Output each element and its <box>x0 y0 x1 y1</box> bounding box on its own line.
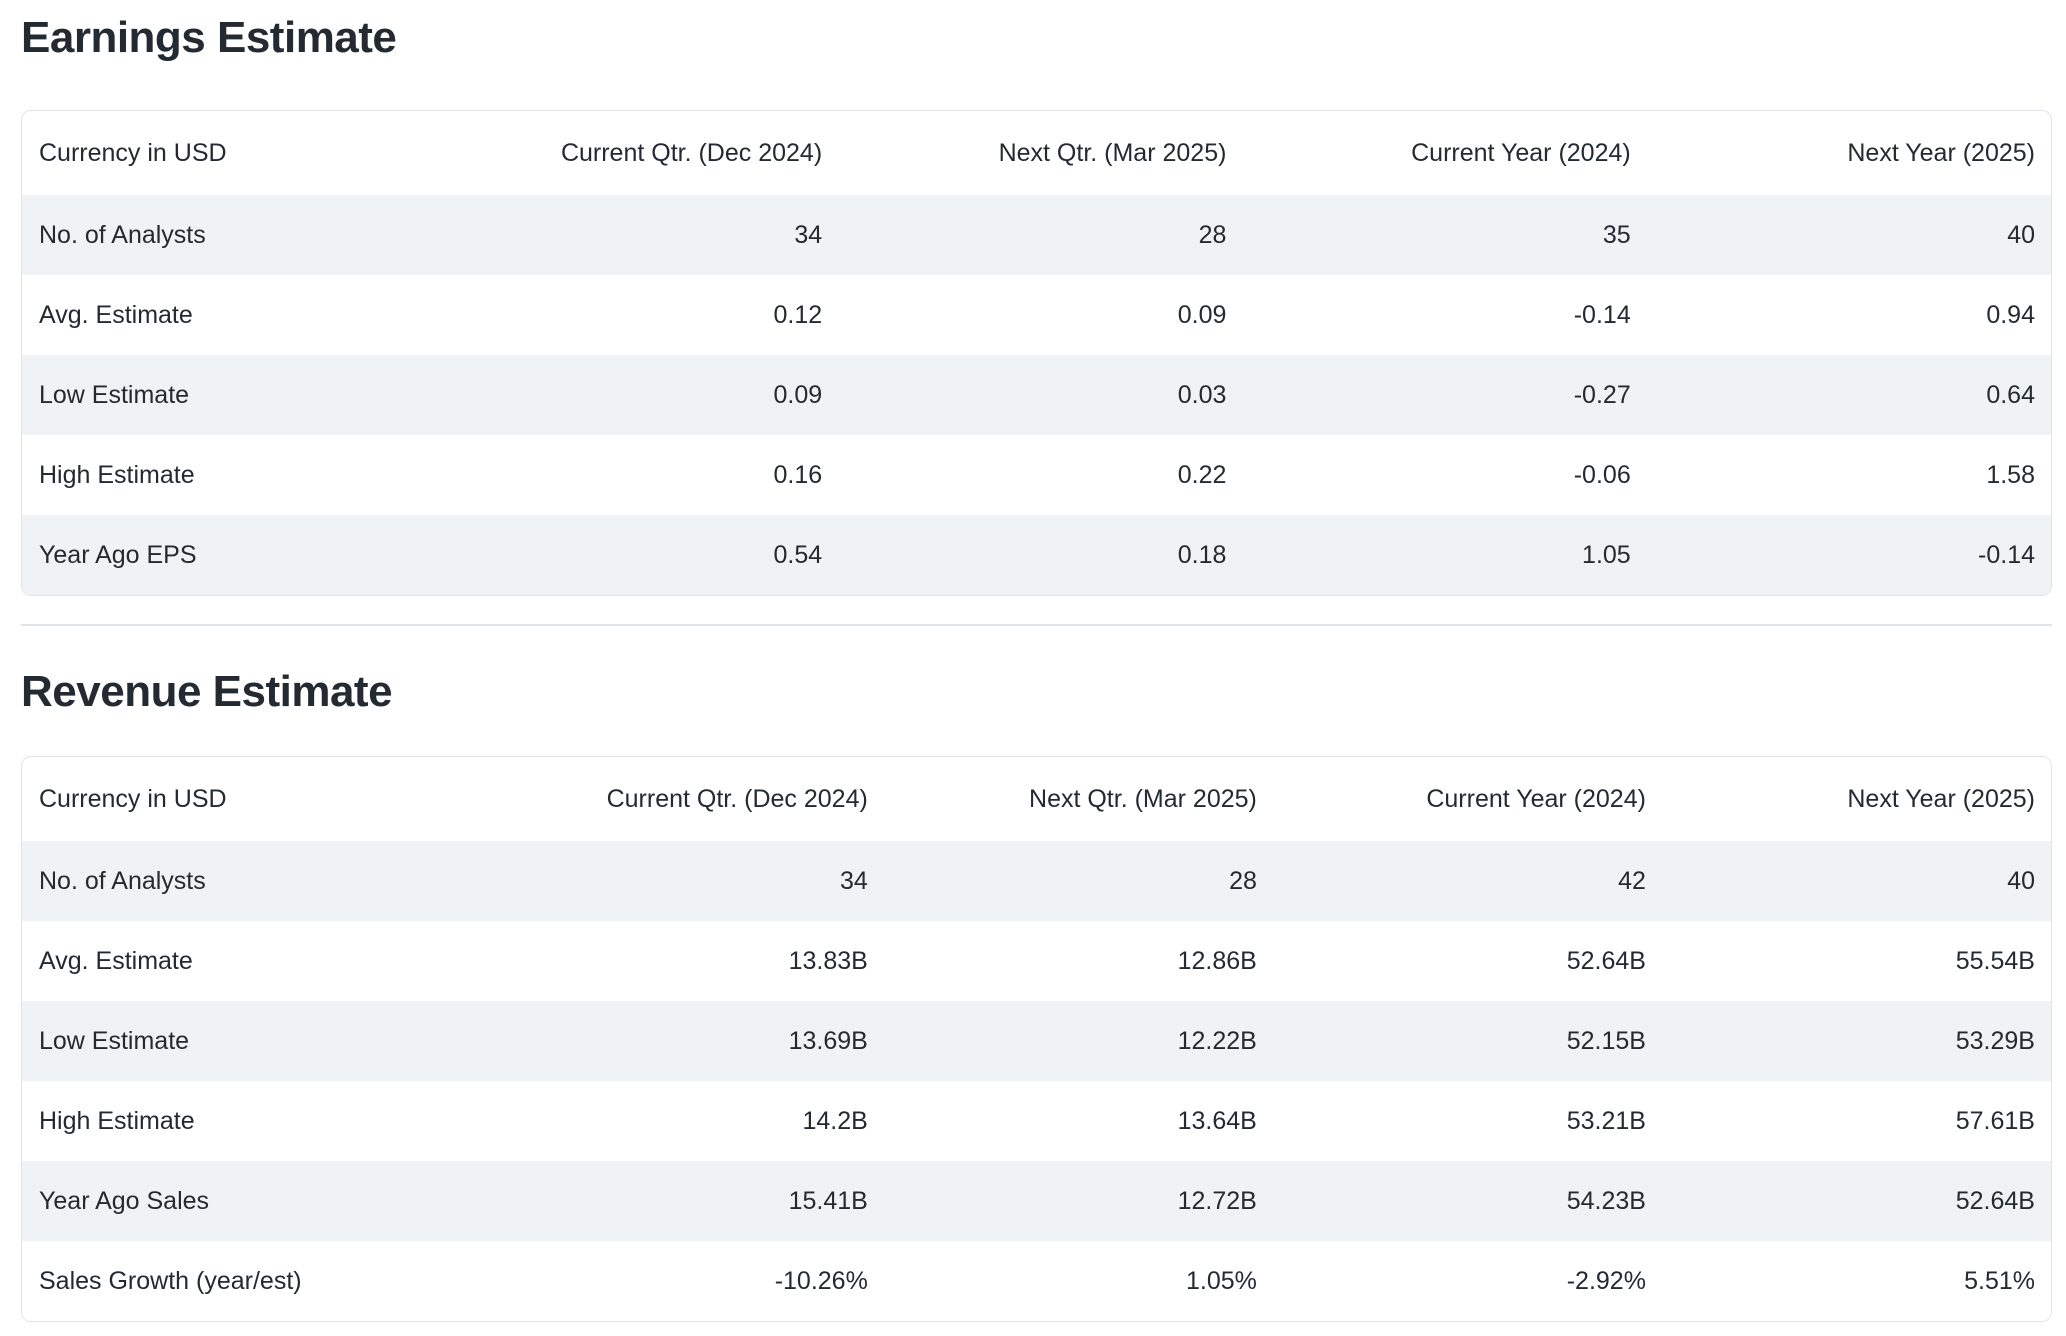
analyst-estimates-page: Earnings Estimate Currency in USD Current… <box>0 12 2066 1322</box>
cell-value: 40 <box>2007 220 2035 249</box>
cell-value: 13.69B <box>788 1026 868 1055</box>
table-row: Year Ago Sales 15.41B 12.72B 54.23B 52.64B <box>22 1161 2051 1241</box>
cell-value: 0.09 <box>773 380 823 409</box>
cell-value: 52.64B <box>1955 1186 2035 1215</box>
cell-value: 1.58 <box>1986 460 2035 489</box>
period-column-header: Next Year (2025) <box>1847 784 2035 813</box>
cell-value: 12.86B <box>1177 946 1257 975</box>
cell-value: 52.15B <box>1566 1026 1646 1055</box>
period-column-header: Next Qtr. (Mar 2025) <box>1029 784 1257 813</box>
table-row: Avg. Estimate 0.12 0.09 -0.14 0.94 <box>22 275 2051 355</box>
row-label: High Estimate <box>39 460 195 489</box>
table-row: Low Estimate 13.69B 12.22B 52.15B 53.29B <box>22 1001 2051 1081</box>
row-label: Year Ago EPS <box>39 540 197 569</box>
earnings-estimate-table: Currency in USD Current Qtr. (Dec 2024) Ne… <box>22 111 2051 595</box>
cell-value: 53.21B <box>1566 1106 1646 1135</box>
cell-value: 0.03 <box>1177 380 1227 409</box>
header-row: Currency in USD Current Qtr. (Dec 2024) Ne… <box>22 757 2051 841</box>
cell-value: 15.41B <box>788 1186 868 1215</box>
row-label: Low Estimate <box>39 380 190 409</box>
cell-value: 34 <box>794 220 823 249</box>
period-column-header: Next Qtr. (Mar 2025) <box>998 138 1227 167</box>
cell-value: 40 <box>2007 866 2035 895</box>
cell-value: 5.51% <box>1964 1266 2035 1295</box>
earnings-estimate-title: Earnings Estimate <box>21 13 397 62</box>
revenue-estimate-title: Revenue Estimate <box>21 667 393 716</box>
currency-header: Currency in USD <box>39 138 227 167</box>
row-label: High Estimate <box>39 1106 195 1135</box>
cell-value: 0.09 <box>1177 300 1227 329</box>
period-column-header: Next Year (2025) <box>1847 138 2035 167</box>
revenue-estimate-table: Currency in USD Current Qtr. (Dec 2024) Ne… <box>22 757 2051 1321</box>
header-row: Currency in USD Current Qtr. (Dec 2024) Ne… <box>22 111 2051 195</box>
row-label: Low Estimate <box>39 1026 190 1055</box>
cell-value: 0.12 <box>773 300 823 329</box>
cell-value: 0.94 <box>1986 300 2035 329</box>
row-label: No. of Analysts <box>39 220 206 249</box>
cell-value: 54.23B <box>1566 1186 1646 1215</box>
cell-value: -0.14 <box>1573 300 1631 329</box>
earnings-table-body: No. of Analysts 34 28 35 40 Avg. Estimate 0.12… <box>22 195 2051 595</box>
cell-value: -0.27 <box>1573 380 1631 409</box>
cell-value: -10.26% <box>774 1266 868 1295</box>
cell-value: 28 <box>1229 866 1257 895</box>
row-label: Avg. Estimate <box>39 946 193 975</box>
period-column-header: Current Qtr. (Dec 2024) <box>560 138 823 167</box>
cell-value: 34 <box>840 866 868 895</box>
table-row: High Estimate 14.2B 13.64B 53.21B 57.61B <box>22 1081 2051 1161</box>
section-divider <box>21 624 2052 626</box>
cell-value: 12.72B <box>1177 1186 1257 1215</box>
row-label: Sales Growth (year/est) <box>39 1266 302 1295</box>
row-label: No. of Analysts <box>39 866 206 895</box>
cell-value: 55.54B <box>1955 946 2035 975</box>
cell-value: 12.22B <box>1177 1026 1257 1055</box>
cell-value: 0.18 <box>1177 540 1227 569</box>
cell-value: 57.61B <box>1955 1106 2035 1135</box>
table-row: High Estimate 0.16 0.22 -0.06 1.58 <box>22 435 2051 515</box>
cell-value: 53.29B <box>1955 1026 2035 1055</box>
cell-value: 0.22 <box>1177 460 1227 489</box>
cell-value: 13.64B <box>1177 1106 1257 1135</box>
revenue-estimate-card: Currency in USD Current Qtr. (Dec 2024) Ne… <box>21 756 2052 1322</box>
cell-value: 0.16 <box>773 460 823 489</box>
cell-value: -0.14 <box>1978 540 2035 569</box>
table-row: No. of Analysts 34 28 42 40 <box>22 841 2051 921</box>
cell-value: 1.05 <box>1582 540 1631 569</box>
revenue-table-header: Currency in USD Current Qtr. (Dec 2024) Ne… <box>22 757 2051 841</box>
cell-value: 14.2B <box>802 1106 868 1135</box>
table-row: Avg. Estimate 13.83B 12.86B 52.64B 55.54B <box>22 921 2051 1001</box>
period-column-header: Current Year (2024) <box>1411 138 1631 167</box>
cell-value: 1.05% <box>1185 1266 1257 1295</box>
currency-header: Currency in USD <box>39 784 227 813</box>
row-label: Avg. Estimate <box>39 300 193 329</box>
cell-value: 13.83B <box>788 946 868 975</box>
cell-value: 42 <box>1618 866 1646 895</box>
cell-value: 0.64 <box>1986 380 2035 409</box>
earnings-estimate-card: Currency in USD Current Qtr. (Dec 2024) Ne… <box>21 110 2052 596</box>
earnings-table-header: Currency in USD Current Qtr. (Dec 2024) Ne… <box>22 111 2051 195</box>
table-row: Sales Growth (year/est) -10.26% 1.05% -2.92… <box>22 1241 2051 1321</box>
cell-value: 0.54 <box>773 540 823 569</box>
period-column-header: Current Qtr. (Dec 2024) <box>606 784 868 813</box>
table-row: Low Estimate 0.09 0.03 -0.27 0.64 <box>22 355 2051 435</box>
cell-value: -2.92% <box>1566 1266 1646 1295</box>
period-column-header: Current Year (2024) <box>1426 784 1646 813</box>
table-row: Year Ago EPS 0.54 0.18 1.05 -0.14 <box>22 515 2051 595</box>
revenue-table-body: No. of Analysts 34 28 42 40 Avg. Estimate 13.8… <box>22 841 2051 1321</box>
cell-value: -0.06 <box>1573 460 1631 489</box>
row-label: Year Ago Sales <box>39 1186 210 1215</box>
table-row: No. of Analysts 34 28 35 40 <box>22 195 2051 275</box>
cell-value: 52.64B <box>1566 946 1646 975</box>
cell-value: 28 <box>1198 220 1227 249</box>
cell-value: 35 <box>1602 220 1631 249</box>
